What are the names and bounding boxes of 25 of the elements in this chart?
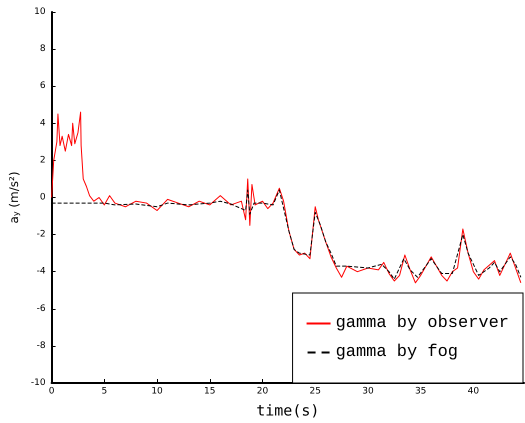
x-tick-label: 0	[48, 386, 55, 396]
y-tick-label: -2	[36, 230, 46, 240]
legend-label: gamma by observer	[336, 314, 510, 333]
x-axis-title: time(s)	[256, 402, 320, 420]
y-tick-label: 6	[40, 81, 46, 92]
y-tick-label: -6	[36, 304, 46, 314]
x-tick-label: 10	[151, 386, 164, 396]
x-tick-label: 30	[362, 386, 374, 396]
x-tick-label: 15	[204, 386, 216, 396]
y-tick-label: 4	[40, 118, 46, 128]
y-tick-label: -8	[36, 340, 46, 351]
y-tick-label: 2	[40, 155, 46, 166]
x-tick-label: 40	[468, 386, 480, 396]
x-tick-label: 5	[101, 386, 108, 396]
x-tick-label: 25	[309, 386, 321, 396]
y-tick-label: -4	[36, 266, 46, 277]
legend-label: gamma by fog	[336, 343, 458, 362]
x-tick-label: 35	[414, 386, 426, 396]
y-tick-label: -10	[30, 378, 46, 388]
y-tick-label: 0	[40, 192, 46, 202]
line-series	[51, 112, 522, 284]
x-tick-label: 20	[256, 386, 268, 396]
y-tick-label: 8	[40, 44, 46, 54]
y-axis-title: ay (m/s²)	[7, 171, 21, 224]
y-tick-label: 10	[34, 7, 46, 17]
